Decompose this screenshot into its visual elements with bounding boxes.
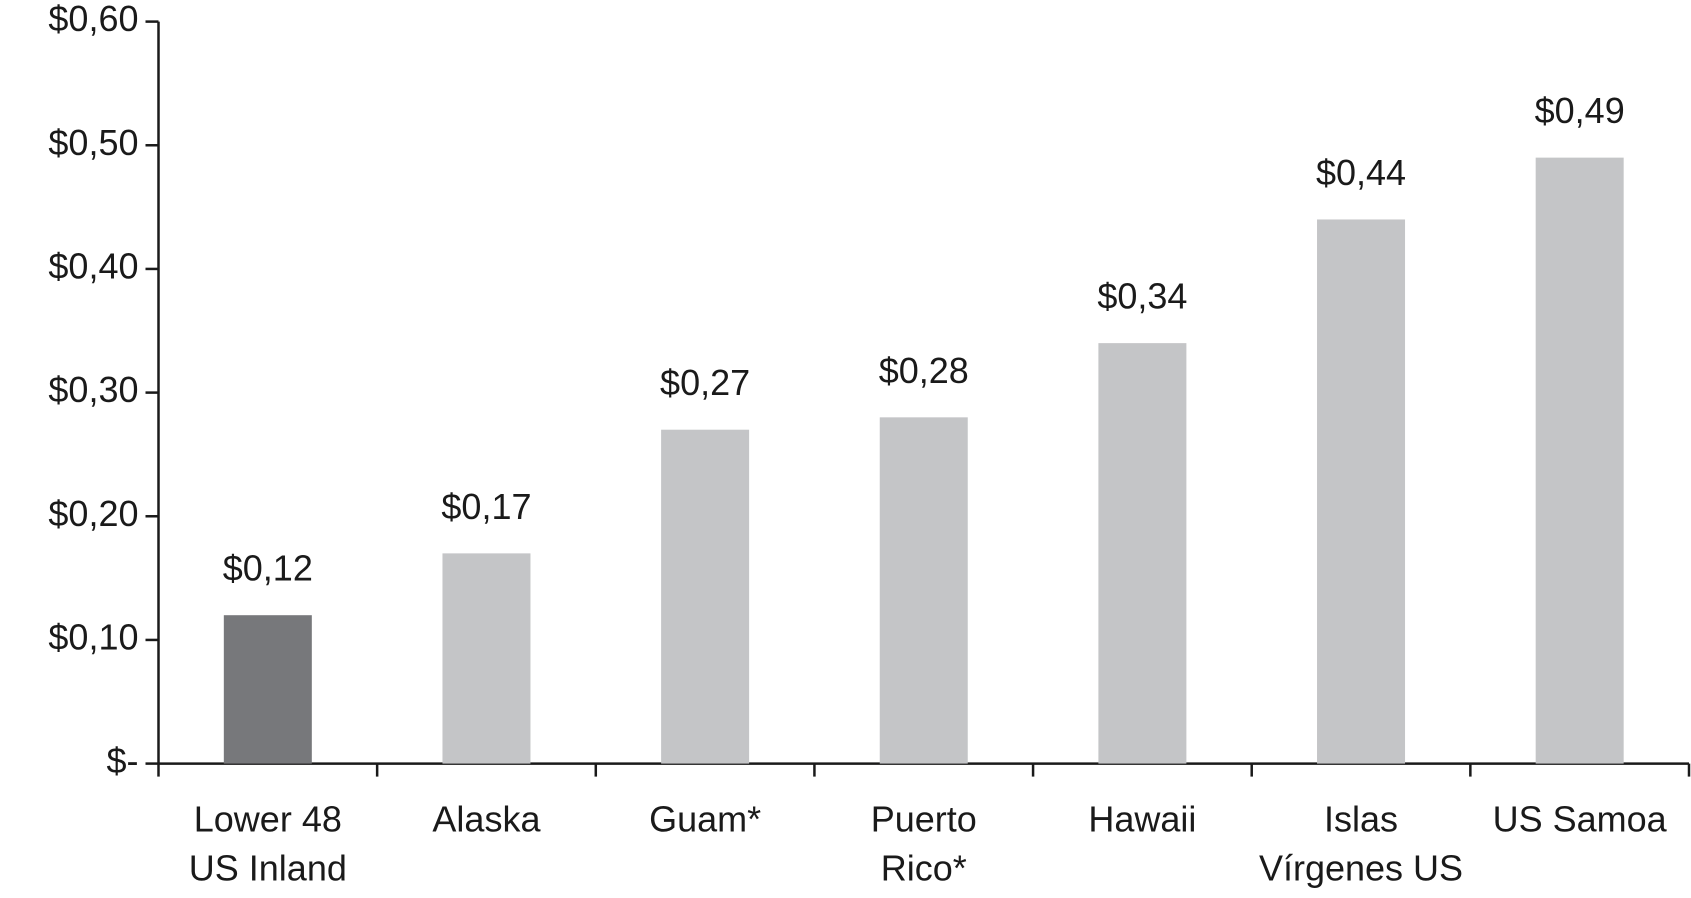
y-tick-label: $0,10 (48, 616, 138, 657)
x-tick-label: Alaska (432, 798, 541, 839)
value-label: $0,12 (223, 548, 313, 589)
bar (1098, 343, 1187, 764)
bar (661, 429, 750, 764)
y-tick-label: $0,30 (48, 369, 138, 410)
value-label: $0,34 (1097, 276, 1187, 317)
y-tick-label: $0,20 (48, 493, 138, 534)
value-label: $0,49 (1535, 90, 1625, 131)
x-tick-label: Guam* (649, 798, 761, 839)
y-tick-label: $- (106, 740, 138, 781)
value-label: $0,27 (660, 362, 750, 403)
x-tick-label: US Samoa (1493, 798, 1668, 839)
bar (223, 615, 312, 764)
value-label: $0,17 (441, 486, 531, 527)
x-tick-label: Puerto Rico* (871, 798, 977, 888)
y-tick-label: $0,40 (48, 245, 138, 286)
x-tick-label: Hawaii (1088, 798, 1196, 839)
bar (1535, 157, 1624, 764)
x-tick-label: Lower 48 US Inland (189, 798, 347, 888)
y-tick-label: $0,50 (48, 122, 138, 163)
value-label: $0,44 (1316, 152, 1406, 193)
bar (1317, 219, 1406, 764)
y-tick-label: $0,60 (48, 0, 138, 39)
bar (442, 553, 531, 764)
value-label: $0,28 (879, 350, 969, 391)
bar (879, 417, 968, 764)
x-tick-label: Islas Vírgenes US (1259, 798, 1463, 888)
